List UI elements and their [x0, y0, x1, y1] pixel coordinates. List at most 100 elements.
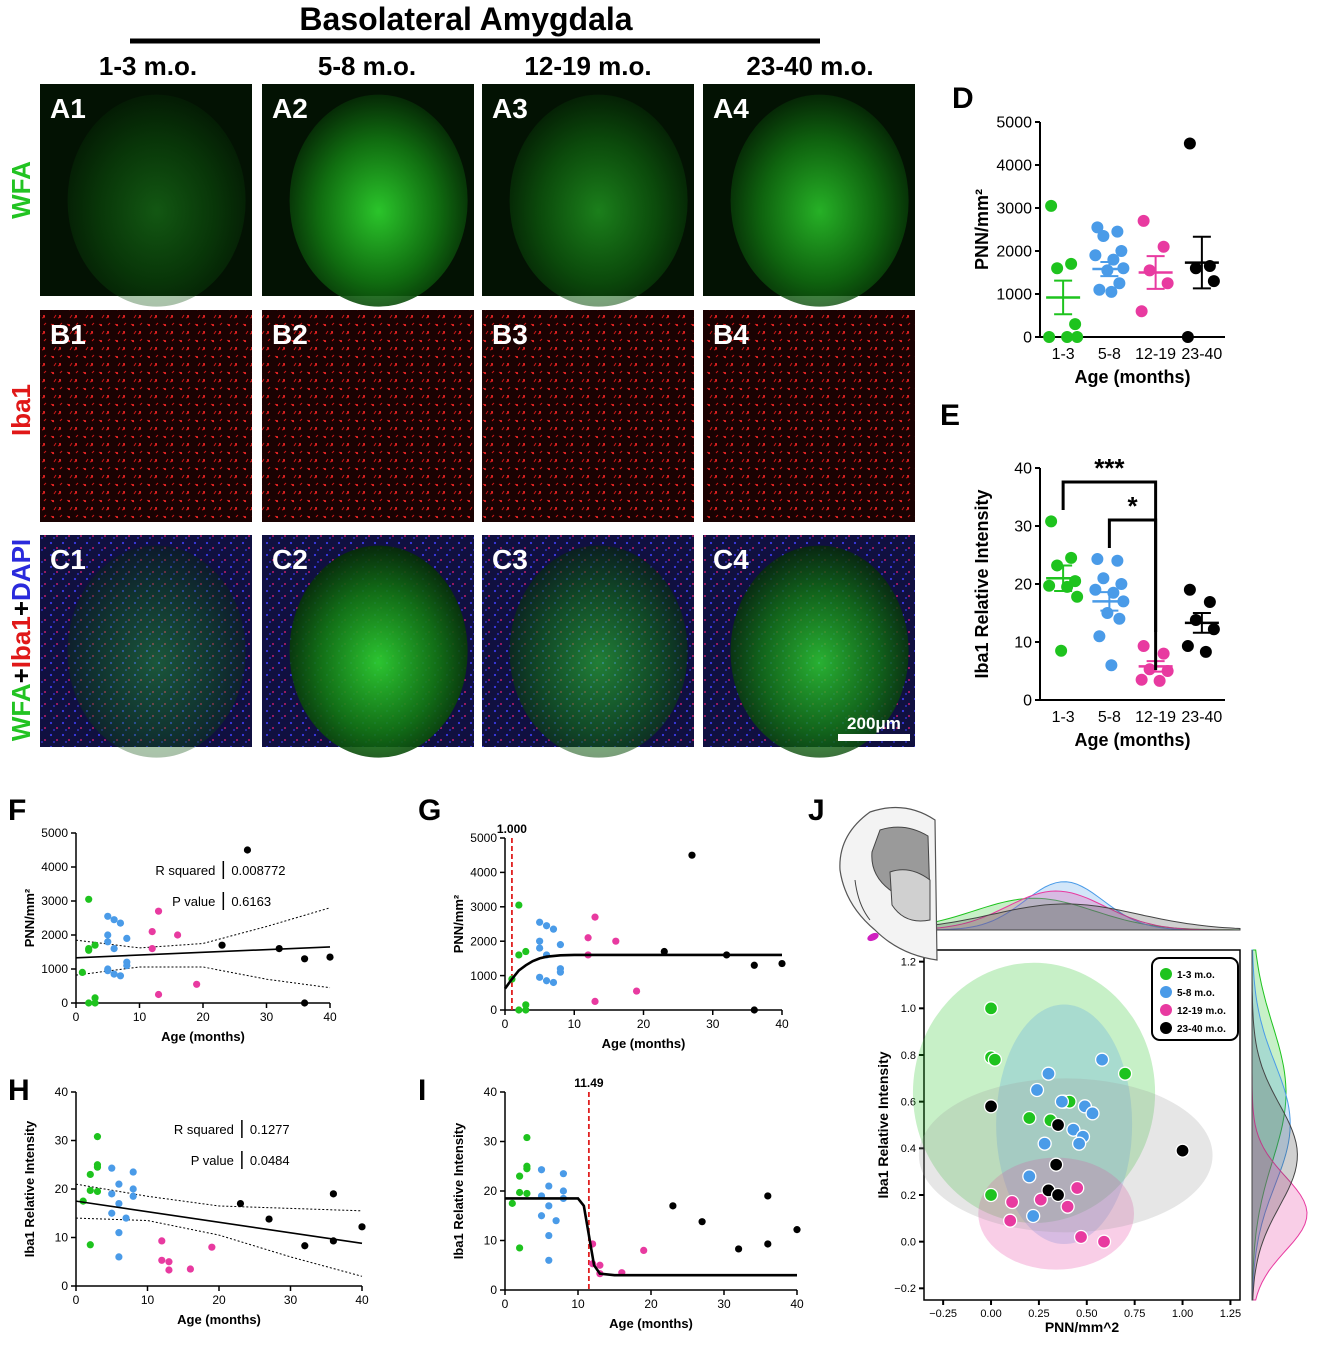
data-point: [1115, 245, 1128, 257]
data-point: [537, 1212, 546, 1220]
data-point: [129, 1185, 137, 1193]
wfa-signal: [730, 94, 909, 307]
data-point: [750, 961, 758, 969]
y-tick-label: 0.2: [901, 1190, 916, 1202]
data-point: [154, 990, 163, 999]
data-point: [523, 1189, 531, 1198]
x-tick-label: 10: [568, 1017, 582, 1031]
x-tick-label: 40: [323, 1010, 337, 1024]
x-tick-label: 1.00: [1172, 1308, 1193, 1320]
data-point: [110, 945, 118, 953]
y-tick-label: 4000: [41, 860, 68, 874]
y-tick-label: 5000: [996, 115, 1032, 132]
x-tick-label: 10: [571, 1297, 585, 1311]
x-tick-label: 10: [133, 1010, 147, 1024]
marginal-density-y: [1251, 949, 1291, 1301]
bla-highlight: [867, 932, 879, 942]
data-point: [1094, 1052, 1110, 1067]
iba1-signal: [40, 310, 252, 522]
significance-label: ***: [1094, 453, 1125, 483]
y-tick-label: 20: [55, 1182, 69, 1196]
micrograph-panel-b1: B1: [40, 310, 252, 522]
data-point: [1061, 331, 1074, 343]
y-tick-label: 0: [61, 996, 68, 1010]
data-point: [158, 1256, 166, 1264]
data-point: [115, 1199, 123, 1208]
significance-label: *: [1127, 491, 1138, 521]
data-point: [86, 1170, 94, 1179]
ci-lower: [75, 1217, 363, 1277]
data-point: [116, 972, 125, 980]
data-point: [1041, 1066, 1056, 1081]
data-point: [108, 1164, 116, 1172]
data-point: [108, 1190, 116, 1198]
stat-value: 0.6163: [231, 894, 271, 909]
x-tick-label: 1-3: [1052, 346, 1075, 363]
data-point: [1055, 644, 1068, 657]
x-axis-label: Age (months): [1075, 730, 1191, 750]
fit-line: [75, 946, 331, 959]
data-point: [596, 1261, 604, 1269]
panel-letter-d: D: [952, 82, 974, 115]
legend-marker: [1160, 986, 1172, 998]
data-point: [545, 1182, 553, 1190]
data-point: [110, 970, 118, 978]
micrograph-panel-label: B3: [492, 319, 528, 350]
data-point: [1071, 1136, 1087, 1151]
x-tick-label: 1-3: [1052, 709, 1075, 726]
data-point: [236, 1199, 245, 1208]
legend-marker: [1160, 1022, 1172, 1034]
micrograph-panel-a2: A2: [262, 84, 474, 307]
panel-letter-e: E: [940, 399, 960, 432]
data-point: [329, 1190, 337, 1198]
stat-value: 0.1277: [250, 1122, 290, 1137]
data-point: [326, 953, 334, 961]
data-point: [86, 1241, 94, 1249]
data-point: [301, 955, 309, 963]
y-tick-label: 0: [61, 1279, 68, 1293]
y-tick-label: 0: [490, 1283, 497, 1297]
chart-j-joint-plot: −0.2 0.0 0.2 0.4 0.6 0.8 1.0 1.2 −0.25 0.00 0.25 0.…: [875, 881, 1308, 1335]
data-point: [1070, 1180, 1085, 1196]
legend-label: 12-19 m.o.: [1177, 1006, 1226, 1017]
data-point: [115, 1180, 123, 1188]
micrograph-panel-label: A4: [713, 93, 749, 124]
y-tick-label: 4000: [470, 866, 497, 880]
marginal-density-y: [1251, 949, 1287, 1301]
micrograph-panel-c4: C4: [703, 535, 915, 758]
micrograph-panel-label: C4: [713, 544, 749, 575]
y-axis-label: Iba1 Relative Intensity: [875, 1051, 891, 1198]
y-tick-label: 0.0: [901, 1237, 916, 1249]
data-point: [1050, 1187, 1066, 1203]
y-tick-label: 3000: [996, 201, 1032, 218]
data-point: [1199, 645, 1212, 658]
data-point: [516, 1172, 524, 1180]
brain-section-illustration: [839, 806, 938, 961]
data-point: [1181, 331, 1194, 343]
data-point: [1105, 285, 1118, 298]
data-point: [123, 934, 131, 943]
x-tick-label: 30: [284, 1293, 298, 1307]
plot-frame: [923, 949, 1241, 1301]
data-point: [537, 1166, 546, 1174]
data-point: [1091, 221, 1104, 234]
data-point: [1093, 283, 1106, 296]
x-tick-label: 30: [717, 1297, 731, 1311]
data-point: [154, 907, 163, 915]
fit-line: [75, 1200, 363, 1245]
data-point: [91, 941, 99, 949]
stat-label: R squared: [155, 863, 215, 878]
data-point: [556, 941, 565, 949]
data-point: [612, 937, 620, 945]
y-tick-label: 40: [55, 1085, 69, 1099]
stat-value: 0.008772: [231, 863, 285, 878]
y-tick-label: 40: [1014, 461, 1032, 478]
data-point: [208, 1243, 216, 1251]
data-point: [158, 1237, 166, 1245]
scale-bar: [838, 734, 910, 741]
data-point: [552, 1217, 560, 1225]
x-tick-label: 0.25: [1028, 1308, 1049, 1320]
chart-h-iba1-linear: 0 10 20 30 40 0 10 20 30 40 Age (months) Iba1 Relat…: [22, 1085, 369, 1327]
row-label-merge: WFA+Iba1+DAPI: [6, 539, 36, 741]
y-axis-label: Iba1 Relative Intensity: [451, 1122, 466, 1259]
